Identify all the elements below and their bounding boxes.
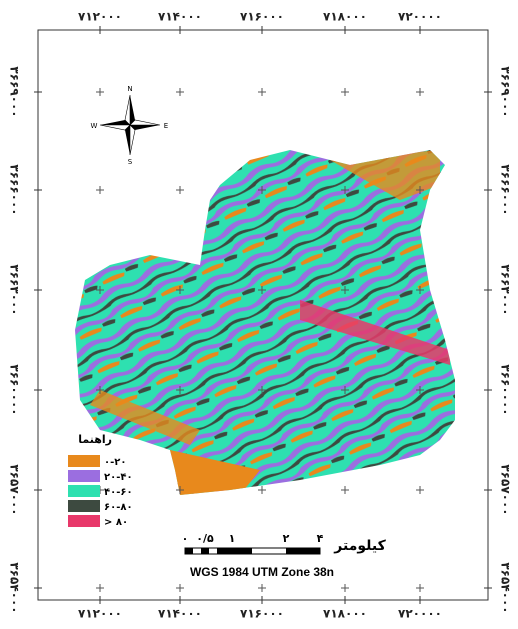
grid-cross — [258, 88, 266, 96]
map-page: N S E W راهنما ۰-۲۰ ۲۰-۴۰ ۴۰-۶۰ ۶۰-۸۰ > ۸۰ ۰… — [0, 0, 518, 629]
legend-label: ۶۰-۸۰ — [104, 502, 133, 513]
east-label: E — [164, 122, 168, 130]
grid-cross — [416, 88, 424, 96]
legend-label: > ۸۰ — [104, 517, 128, 528]
y-label-left: ۳۶۶۶۰۰۰ — [8, 164, 22, 215]
y-label-right: ۳۶۵۴۰۰۰ — [499, 562, 513, 613]
legend-swatch — [68, 515, 100, 527]
legend-label: ۴۰-۶۰ — [104, 487, 133, 498]
x-label-top: ۷۱۲۰۰۰ — [78, 10, 122, 24]
basin-map — [60, 140, 470, 510]
grid-cross — [258, 584, 266, 592]
grid-cross — [96, 186, 104, 194]
legend-swatch — [68, 455, 100, 467]
x-label-bottom: ۷۱۲۰۰۰ — [78, 607, 122, 621]
scale-label: ۰/۵ — [196, 532, 214, 545]
scale-unit: کیلومتر — [333, 538, 386, 554]
grid-cross — [96, 88, 104, 96]
west-label: W — [91, 122, 98, 130]
y-label-left: ۳۶۵۷۰۰۰ — [8, 464, 22, 515]
y-label-right: ۳۶۶۹۰۰۰ — [499, 66, 513, 117]
scale-labels: ۰ ۰/۵ ۱ ۲ ۴ — [182, 532, 324, 545]
grid-cross — [416, 486, 424, 494]
legend-swatch — [68, 500, 100, 512]
x-label-bottom: ۷۱۶۰۰۰ — [240, 607, 284, 621]
y-label-right: ۳۶۶۰۰۰۰ — [499, 364, 513, 415]
x-label-bottom: ۷۱۸۰۰۰ — [323, 607, 367, 621]
grid-cross — [96, 584, 104, 592]
x-label-bottom: ۷۲۰۰۰۰ — [398, 607, 442, 621]
grid-cross — [258, 486, 266, 494]
grid-cross — [176, 186, 184, 194]
x-label-bottom: ۷۱۴۰۰۰ — [158, 607, 202, 621]
grid-cross — [341, 88, 349, 96]
legend-swatch — [68, 485, 100, 497]
scale-label: ۴ — [317, 532, 324, 545]
grid-cross — [176, 584, 184, 592]
legend-swatch — [68, 470, 100, 482]
north-arrow: N S E W — [91, 85, 169, 166]
south-label: S — [128, 158, 133, 166]
y-label-left: ۳۶۶۳۰۰۰ — [8, 264, 22, 315]
x-label-top: ۷۱۴۰۰۰ — [158, 10, 202, 24]
y-label-left: ۳۶۵۴۰۰۰ — [8, 562, 22, 613]
scale-label: ۰ — [182, 532, 189, 545]
scale-bar — [185, 548, 320, 554]
scale-label: ۱ — [229, 532, 236, 545]
y-label-right: ۳۶۶۶۰۰۰ — [499, 164, 513, 215]
x-label-top: ۷۲۰۰۰۰ — [398, 10, 442, 24]
scale-label: ۲ — [283, 532, 290, 545]
y-label-right: ۳۶۵۷۰۰۰ — [499, 464, 513, 515]
grid-cross — [176, 88, 184, 96]
y-label-left: ۳۶۶۰۰۰۰ — [8, 364, 22, 415]
y-label-right: ۳۶۶۳۰۰۰ — [499, 264, 513, 315]
grid-cross — [416, 584, 424, 592]
north-label: N — [127, 85, 132, 93]
grid-cross — [341, 486, 349, 494]
x-label-top: ۷۱۶۰۰۰ — [240, 10, 284, 24]
grid-cross — [341, 584, 349, 592]
projection: WGS 1984 UTM Zone 38n — [190, 565, 334, 579]
legend-label: ۰-۲۰ — [104, 457, 126, 468]
legend-title: راهنما — [78, 433, 112, 446]
x-label-top: ۷۱۸۰۰۰ — [323, 10, 367, 24]
y-label-left: ۳۶۶۹۰۰۰ — [8, 66, 22, 117]
legend-label: ۲۰-۴۰ — [104, 472, 133, 483]
